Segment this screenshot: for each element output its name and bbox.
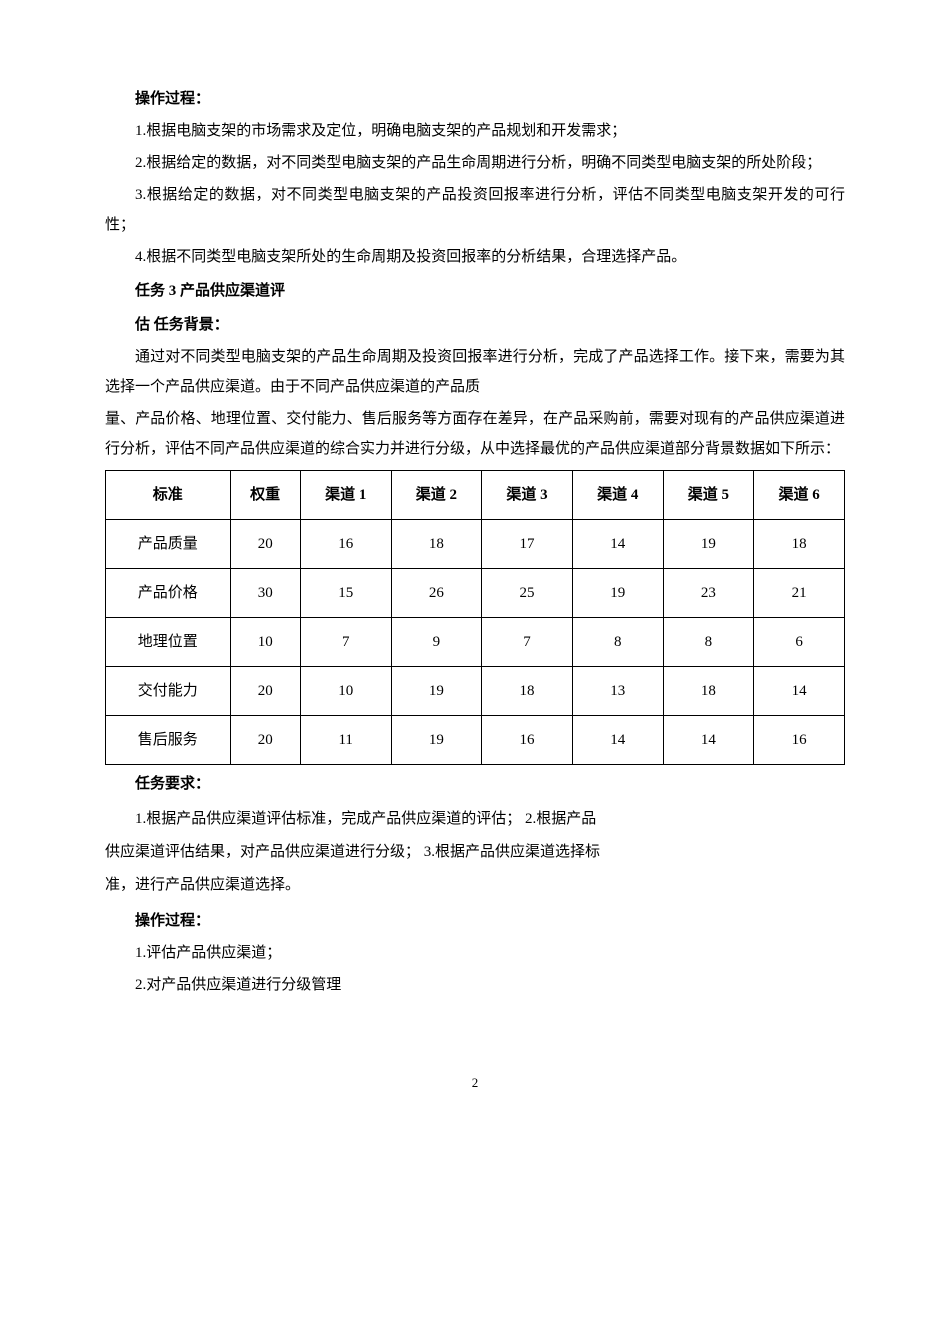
cell: 14 <box>754 667 845 716</box>
col-header: 渠道 2 <box>391 471 482 520</box>
cell: 16 <box>300 520 391 569</box>
cell: 售后服务 <box>106 716 231 765</box>
table-row: 交付能力 20 10 19 18 13 18 14 <box>106 667 845 716</box>
ops-heading: 操作过程： <box>105 84 845 114</box>
table-row: 地理位置 10 7 9 7 8 8 6 <box>106 618 845 667</box>
cell: 14 <box>663 716 754 765</box>
cell: 9 <box>391 618 482 667</box>
cell: 13 <box>572 667 663 716</box>
task3-title-line1: 任务 3 产品供应渠道评 <box>105 276 845 306</box>
ops-step-2: 2.根据给定的数据，对不同类型电脑支架的产品生命周期进行分析，明确不同类型电脑支… <box>105 148 845 178</box>
cell: 20 <box>230 520 300 569</box>
cell: 23 <box>663 569 754 618</box>
background-para-2: 量、产品价格、地理位置、交付能力、售后服务等方面存在差异，在产品采购前，需要对现… <box>105 404 845 464</box>
ops2-heading: 操作过程： <box>105 906 845 936</box>
ops-step-3: 3.根据给定的数据，对不同类型电脑支架的产品投资回报率进行分析，评估不同类型电脑… <box>105 180 845 240</box>
cell: 20 <box>230 667 300 716</box>
cell: 交付能力 <box>106 667 231 716</box>
cell: 21 <box>754 569 845 618</box>
cell: 19 <box>391 667 482 716</box>
cell: 6 <box>754 618 845 667</box>
col-header: 渠道 3 <box>482 471 573 520</box>
req-text: 1.根据产品供应渠道评估标准，完成产品供应渠道的评估； 2.根据产品供应渠道评估… <box>105 803 608 902</box>
cell: 14 <box>572 716 663 765</box>
cell: 10 <box>300 667 391 716</box>
cell: 15 <box>300 569 391 618</box>
table-header-row: 标准 权重 渠道 1 渠道 2 渠道 3 渠道 4 渠道 5 渠道 6 <box>106 471 845 520</box>
col-header: 渠道 5 <box>663 471 754 520</box>
req-heading: 任务要求： <box>105 769 845 799</box>
col-header: 渠道 4 <box>572 471 663 520</box>
background-para-1: 通过对不同类型电脑支架的产品生命周期及投资回报率进行分析，完成了产品选择工作。接… <box>105 342 845 402</box>
cell: 18 <box>482 667 573 716</box>
ops2-step-1: 1.评估产品供应渠道； <box>105 938 845 968</box>
channel-table: 标准 权重 渠道 1 渠道 2 渠道 3 渠道 4 渠道 5 渠道 6 产品质量… <box>105 470 845 765</box>
cell: 16 <box>482 716 573 765</box>
col-header: 渠道 1 <box>300 471 391 520</box>
cell: 地理位置 <box>106 618 231 667</box>
cell: 8 <box>572 618 663 667</box>
col-header: 标准 <box>106 471 231 520</box>
cell: 8 <box>663 618 754 667</box>
page-number: 2 <box>105 1070 845 1096</box>
cell: 17 <box>482 520 573 569</box>
cell: 26 <box>391 569 482 618</box>
ops-step-1: 1.根据电脑支架的市场需求及定位，明确电脑支架的产品规划和开发需求； <box>105 116 845 146</box>
ops2-step-2: 2.对产品供应渠道进行分级管理 <box>105 970 845 1000</box>
col-header: 渠道 6 <box>754 471 845 520</box>
cell: 11 <box>300 716 391 765</box>
cell: 16 <box>754 716 845 765</box>
cell: 14 <box>572 520 663 569</box>
cell: 30 <box>230 569 300 618</box>
cell: 19 <box>663 520 754 569</box>
cell: 18 <box>754 520 845 569</box>
cell: 19 <box>572 569 663 618</box>
ops-step-4: 4.根据不同类型电脑支架所处的生命周期及投资回报率的分析结果，合理选择产品。 <box>105 242 845 272</box>
task3-title-line2: 估 任务背景： <box>105 310 845 340</box>
table-row: 售后服务 20 11 19 16 14 14 16 <box>106 716 845 765</box>
cell: 产品质量 <box>106 520 231 569</box>
cell: 7 <box>300 618 391 667</box>
cell: 产品价格 <box>106 569 231 618</box>
cell: 20 <box>230 716 300 765</box>
cell: 18 <box>391 520 482 569</box>
cell: 25 <box>482 569 573 618</box>
table-row: 产品价格 30 15 26 25 19 23 21 <box>106 569 845 618</box>
cell: 7 <box>482 618 573 667</box>
cell: 18 <box>663 667 754 716</box>
col-header: 权重 <box>230 471 300 520</box>
cell: 10 <box>230 618 300 667</box>
cell: 19 <box>391 716 482 765</box>
table-row: 产品质量 20 16 18 17 14 19 18 <box>106 520 845 569</box>
